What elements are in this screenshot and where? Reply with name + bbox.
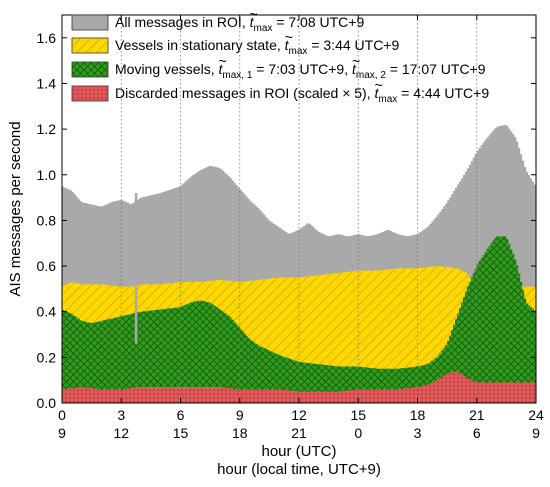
legend-tilde-moving: ~ bbox=[218, 53, 226, 69]
x-tick-label-secondary: 9 bbox=[532, 425, 540, 441]
x-tick-label-secondary: 0 bbox=[354, 425, 362, 441]
y-tick-label: 1.4 bbox=[37, 75, 57, 91]
x-tick-label: 12 bbox=[291, 407, 307, 423]
legend-tilde-stationary: ~ bbox=[285, 29, 293, 45]
x-tick-label-secondary: 12 bbox=[113, 425, 129, 441]
x-tick-label: 18 bbox=[410, 407, 426, 423]
legend: All messages in ROI, tmax = 7:08 UTC+9~V… bbox=[71, 6, 489, 105]
x-tick-label-secondary: 3 bbox=[414, 425, 422, 441]
legend-tilde-discarded: ~ bbox=[375, 77, 383, 93]
x-axis-label: hour (UTC) bbox=[261, 443, 336, 460]
grid-lines bbox=[120, 15, 478, 403]
legend-item-discarded: Discarded messages in ROI (scaled × 5), … bbox=[71, 77, 489, 105]
series-moving bbox=[62, 236, 536, 403]
x-tick-label-secondary: 15 bbox=[173, 425, 189, 441]
y-tick-label: 0.6 bbox=[37, 258, 57, 274]
y-tick-label: 1.2 bbox=[37, 121, 57, 137]
y-axis-label: AIS messages per second bbox=[7, 121, 24, 296]
legend-swatch-all bbox=[71, 14, 109, 31]
legend-label-discarded: Discarded messages in ROI (scaled × 5), … bbox=[115, 85, 489, 105]
legend-label-all: All messages in ROI, tmax = 7:08 UTC+9 bbox=[115, 14, 364, 34]
x-axis-label-secondary: hour (local time, UTC+9) bbox=[217, 461, 381, 478]
y-tick-label: 0.0 bbox=[37, 395, 57, 411]
legend-swatch-hatch-stationary bbox=[72, 38, 108, 53]
y-tick-label: 0.2 bbox=[37, 349, 57, 365]
x-tick-label: 0 bbox=[58, 407, 66, 423]
x-tick-label-secondary: 18 bbox=[232, 425, 248, 441]
legend-item-moving: Moving vessels, tmax, 1 = 7:03 UTC+9, tm… bbox=[71, 53, 486, 81]
x-tick-label-secondary: 9 bbox=[58, 425, 66, 441]
x-tick-label: 15 bbox=[350, 407, 366, 423]
y-tick-label: 1.6 bbox=[37, 30, 57, 46]
axis-ticks: 0931261591812211501832162490.00.20.40.60… bbox=[37, 15, 544, 441]
legend-item-stationary: Vessels in stationary state, tmax = 3:44… bbox=[71, 29, 399, 57]
legend-tilde-all: ~ bbox=[250, 6, 258, 22]
x-tick-label: 9 bbox=[236, 407, 244, 423]
x-tick-label: 6 bbox=[177, 407, 185, 423]
series-moving-hatch bbox=[62, 236, 536, 403]
x-tick-label: 3 bbox=[117, 407, 125, 423]
legend-tilde-2-moving: ~ bbox=[352, 53, 360, 69]
y-tick-label: 0.8 bbox=[37, 212, 57, 228]
legend-label-stationary: Vessels in stationary state, tmax = 3:44… bbox=[115, 37, 399, 57]
x-tick-label: 24 bbox=[528, 407, 544, 423]
legend-swatch-hatch-discarded bbox=[72, 86, 108, 101]
legend-label-moving: Moving vessels, tmax, 1 = 7:03 UTC+9, tm… bbox=[115, 61, 486, 81]
y-tick-label: 1.0 bbox=[37, 167, 57, 183]
y-tick-label: 0.4 bbox=[37, 304, 57, 320]
legend-item-all: All messages in ROI, tmax = 7:08 UTC+9~ bbox=[71, 6, 364, 34]
x-tick-label: 21 bbox=[469, 407, 485, 423]
legend-swatch-hatch-moving bbox=[72, 62, 108, 77]
x-tick-label-secondary: 21 bbox=[291, 425, 307, 441]
x-tick-label-secondary: 6 bbox=[473, 425, 481, 441]
